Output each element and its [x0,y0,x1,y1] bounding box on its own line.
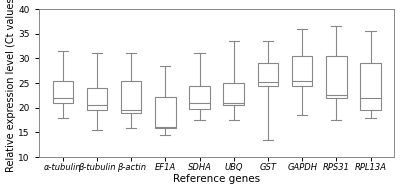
PathPatch shape [155,97,176,128]
PathPatch shape [360,63,381,110]
PathPatch shape [224,83,244,105]
X-axis label: Reference genes: Reference genes [173,174,260,184]
PathPatch shape [292,56,312,86]
PathPatch shape [326,56,346,98]
PathPatch shape [189,86,210,109]
PathPatch shape [121,81,142,113]
PathPatch shape [87,88,107,110]
PathPatch shape [52,81,73,103]
Y-axis label: Relative expression level (Ct values): Relative expression level (Ct values) [6,0,16,172]
PathPatch shape [258,63,278,86]
